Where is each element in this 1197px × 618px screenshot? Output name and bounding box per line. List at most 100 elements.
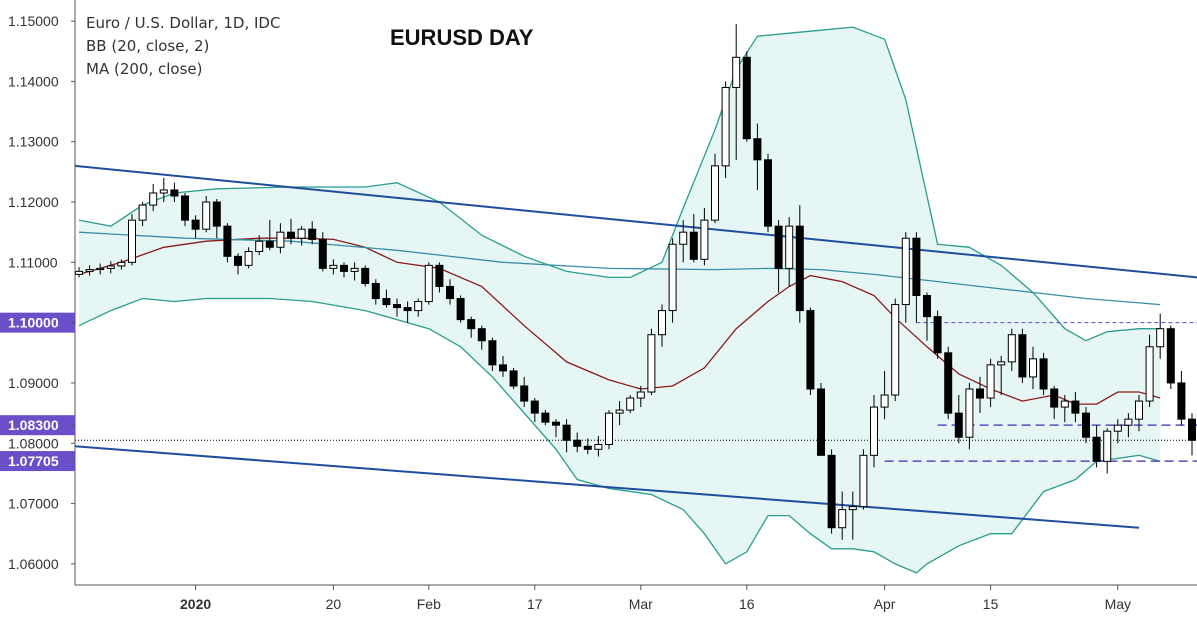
y-tick-label: 1.14000 xyxy=(8,73,59,89)
candle-body-down xyxy=(923,295,931,318)
candle-body-up xyxy=(901,237,910,306)
candle-body-up xyxy=(329,264,338,269)
candle xyxy=(446,279,454,305)
candle xyxy=(700,208,709,266)
candle xyxy=(181,192,189,227)
candle xyxy=(212,199,221,239)
x-tick-label: 20 xyxy=(326,596,342,612)
price-badge xyxy=(0,415,75,436)
candle xyxy=(1135,395,1143,432)
candle xyxy=(1050,385,1059,420)
candle-body-up xyxy=(96,267,105,271)
candle xyxy=(350,262,359,281)
candle-body-down xyxy=(509,370,518,387)
y-tick-label: 1.07000 xyxy=(8,496,59,512)
candle xyxy=(848,491,857,540)
candle xyxy=(128,214,136,266)
candle xyxy=(382,289,391,308)
candle-body-down xyxy=(944,352,953,414)
candle-body-up xyxy=(75,270,83,275)
candle-body-up xyxy=(244,250,253,266)
candle-body-down xyxy=(181,195,189,221)
candle-body-down xyxy=(1071,400,1080,414)
candle-body-down xyxy=(912,237,921,297)
candle xyxy=(1124,413,1133,438)
candle xyxy=(838,491,847,540)
candle xyxy=(923,292,931,341)
candle-body-down xyxy=(1166,328,1175,384)
candle xyxy=(530,398,539,423)
candle xyxy=(859,449,868,510)
candle xyxy=(933,310,942,359)
price-badge-label: 1.08300 xyxy=(8,417,59,433)
candle-body-down xyxy=(976,388,984,399)
bb-fill xyxy=(79,27,1161,573)
candle-body-up xyxy=(149,192,158,206)
candle-body-up xyxy=(117,261,126,267)
x-tick-label: Apr xyxy=(874,596,896,612)
chart-title: EURUSD DAY xyxy=(390,25,534,50)
candle-body-up xyxy=(679,231,688,245)
candle-body-down xyxy=(1018,334,1027,378)
candle xyxy=(1156,313,1165,359)
candle xyxy=(806,307,815,396)
candle-body-up xyxy=(838,509,847,529)
candle xyxy=(477,325,486,350)
candle-body-down xyxy=(456,298,465,321)
candle xyxy=(721,81,730,178)
y-tick-label: 1.15000 xyxy=(8,13,59,29)
candle-body-up xyxy=(880,394,889,408)
candle-body-up xyxy=(986,364,995,399)
candle xyxy=(976,376,984,414)
candle-body-down xyxy=(530,400,539,414)
candle xyxy=(308,221,317,245)
candle xyxy=(318,232,327,272)
candle-body-up xyxy=(1007,334,1016,363)
candle-body-down xyxy=(583,445,592,450)
candle xyxy=(1007,328,1016,371)
candle xyxy=(541,410,550,426)
candle xyxy=(371,279,380,305)
price-badge xyxy=(0,451,75,472)
candle-body-up xyxy=(414,301,423,312)
chart-legend: Euro / U.S. Dollar, 1D, IDC BB (20, clos… xyxy=(86,12,280,81)
candle-body-up xyxy=(1145,346,1154,402)
candle-body-up xyxy=(721,86,730,167)
candle-body-down xyxy=(1188,418,1196,441)
candle xyxy=(954,395,963,444)
candle xyxy=(85,265,94,276)
x-tick-label: 15 xyxy=(983,596,999,612)
channel-upper-line xyxy=(74,164,1197,279)
candle xyxy=(965,382,974,450)
candle xyxy=(403,301,412,323)
candle-body-up xyxy=(1156,328,1165,348)
candle-body-down xyxy=(764,159,772,227)
candle-body-up xyxy=(997,361,1006,366)
candle-body-down xyxy=(1082,412,1090,438)
candle-body-down xyxy=(371,282,380,300)
candle-body-down xyxy=(689,231,698,260)
candle xyxy=(414,298,423,317)
candle-body-up xyxy=(106,265,115,269)
candle xyxy=(891,298,900,402)
legend-symbol: Euro / U.S. Dollar, 1D, IDC xyxy=(86,14,281,32)
bb-basis-line xyxy=(78,237,1161,405)
candle xyxy=(297,226,306,246)
candle-body-down xyxy=(477,328,486,342)
candle-body-up xyxy=(1060,400,1069,408)
legend-bb: BB (20, close, 2) xyxy=(86,37,210,55)
candle xyxy=(658,304,666,347)
candle xyxy=(785,217,794,287)
candle xyxy=(615,401,624,426)
candle xyxy=(223,223,232,263)
bollinger-bands xyxy=(78,26,1161,574)
candle-body-up xyxy=(870,406,878,456)
candle xyxy=(424,262,433,305)
candle xyxy=(880,370,889,420)
candle-body-up xyxy=(732,56,741,88)
candle-body-up xyxy=(128,219,136,263)
price-axis: 1.15000 1.14000 1.13000 1.12000 1.11000 1.100… xyxy=(0,0,76,585)
candle-body-down xyxy=(488,340,497,366)
candle-body-down xyxy=(806,310,815,390)
